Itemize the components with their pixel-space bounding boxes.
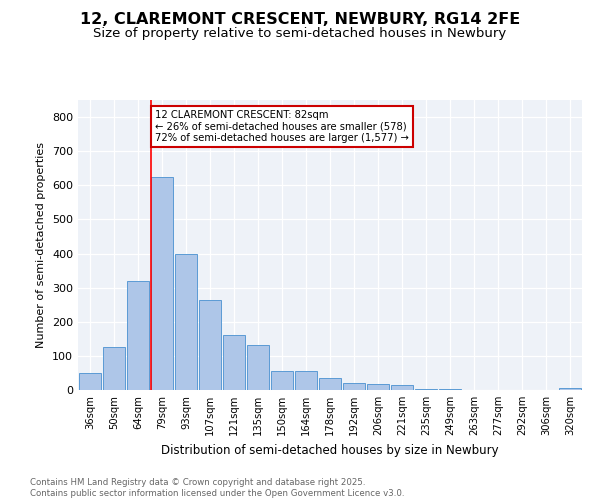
Bar <box>343 383 365 390</box>
Bar <box>247 344 269 390</box>
Bar <box>271 371 293 390</box>
Text: Contains HM Land Registry data © Crown copyright and database right 2025.
Contai: Contains HM Land Registry data © Crown c… <box>30 478 404 498</box>
Bar <box>391 385 413 390</box>
Text: Size of property relative to semi-detached houses in Newbury: Size of property relative to semi-detach… <box>94 28 506 40</box>
Bar <box>151 177 173 390</box>
Bar <box>295 371 317 390</box>
Bar <box>79 373 101 390</box>
X-axis label: Distribution of semi-detached houses by size in Newbury: Distribution of semi-detached houses by … <box>161 444 499 456</box>
Bar <box>415 389 437 390</box>
Bar <box>319 378 341 390</box>
Bar <box>367 384 389 390</box>
Text: 12 CLAREMONT CRESCENT: 82sqm
← 26% of semi-detached houses are smaller (578)
72%: 12 CLAREMONT CRESCENT: 82sqm ← 26% of se… <box>155 110 409 144</box>
Y-axis label: Number of semi-detached properties: Number of semi-detached properties <box>37 142 46 348</box>
Bar <box>175 254 197 390</box>
Bar <box>223 336 245 390</box>
Bar <box>127 281 149 390</box>
Bar <box>103 348 125 390</box>
Bar <box>559 388 581 390</box>
Text: 12, CLAREMONT CRESCENT, NEWBURY, RG14 2FE: 12, CLAREMONT CRESCENT, NEWBURY, RG14 2F… <box>80 12 520 28</box>
Bar <box>199 300 221 390</box>
